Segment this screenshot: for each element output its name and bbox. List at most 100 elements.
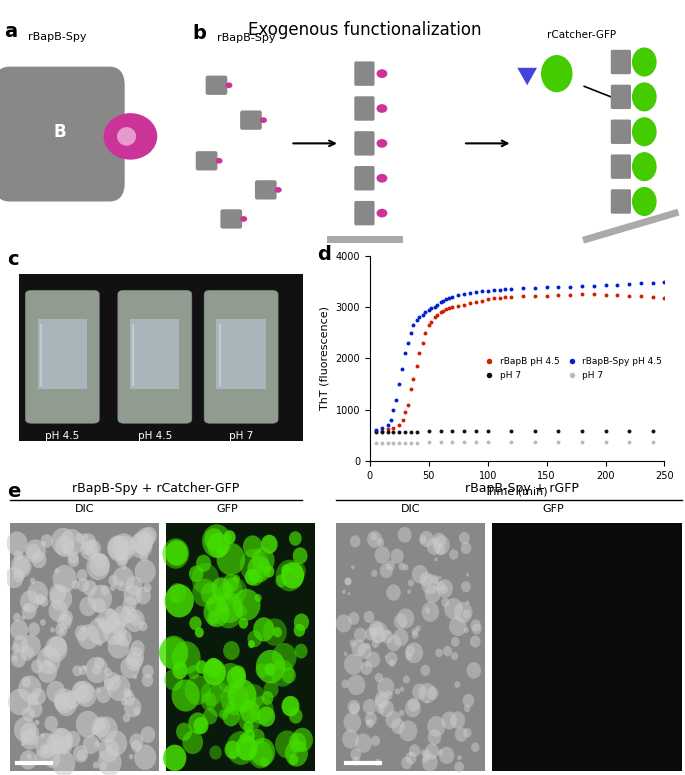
Circle shape — [425, 584, 440, 603]
Circle shape — [632, 82, 657, 112]
Circle shape — [366, 719, 374, 728]
Circle shape — [108, 575, 119, 586]
Circle shape — [264, 681, 279, 698]
Circle shape — [42, 541, 46, 546]
FancyBboxPatch shape — [130, 319, 179, 389]
FancyBboxPatch shape — [611, 84, 631, 109]
Circle shape — [20, 645, 34, 661]
Circle shape — [53, 688, 75, 713]
Circle shape — [273, 627, 282, 637]
Circle shape — [343, 712, 361, 732]
Point — [541, 281, 552, 293]
Circle shape — [252, 547, 275, 574]
Circle shape — [59, 629, 64, 635]
Circle shape — [47, 681, 65, 702]
Point — [382, 436, 393, 449]
Circle shape — [375, 546, 390, 563]
FancyBboxPatch shape — [611, 154, 631, 179]
Circle shape — [126, 610, 134, 618]
FancyBboxPatch shape — [240, 111, 262, 129]
Circle shape — [118, 580, 124, 587]
Point — [412, 425, 423, 438]
Circle shape — [40, 534, 53, 548]
Circle shape — [27, 544, 40, 560]
Circle shape — [341, 680, 349, 688]
Circle shape — [95, 717, 118, 742]
Circle shape — [282, 696, 299, 716]
Point — [376, 426, 387, 439]
Point — [647, 277, 658, 289]
Circle shape — [113, 630, 125, 645]
Point — [425, 316, 436, 329]
Circle shape — [100, 585, 109, 595]
Point — [423, 304, 434, 316]
FancyBboxPatch shape — [118, 291, 192, 423]
Text: DIC: DIC — [75, 504, 95, 514]
Circle shape — [211, 577, 232, 601]
Circle shape — [60, 588, 64, 594]
Circle shape — [365, 663, 368, 666]
Circle shape — [45, 636, 68, 662]
Circle shape — [347, 592, 350, 595]
Circle shape — [375, 691, 389, 708]
Point — [423, 319, 434, 331]
Circle shape — [399, 720, 417, 742]
Circle shape — [423, 749, 431, 759]
Circle shape — [86, 553, 110, 580]
Circle shape — [255, 594, 262, 602]
Circle shape — [142, 673, 153, 687]
Point — [518, 290, 529, 302]
Point — [432, 298, 443, 311]
Circle shape — [130, 532, 153, 559]
Point — [371, 424, 382, 436]
Circle shape — [216, 545, 226, 556]
Legend: rBapB pH 4.5, pH 7, rBapB-Spy pH 4.5, pH 7: rBapB pH 4.5, pH 7, rBapB-Spy pH 4.5, pH… — [477, 354, 666, 384]
FancyBboxPatch shape — [25, 291, 99, 423]
Circle shape — [164, 584, 194, 618]
Circle shape — [227, 666, 246, 689]
Circle shape — [245, 569, 260, 585]
Circle shape — [351, 565, 355, 570]
Circle shape — [108, 536, 129, 560]
Circle shape — [68, 554, 79, 567]
Circle shape — [91, 727, 99, 735]
Circle shape — [76, 684, 97, 707]
Circle shape — [121, 656, 140, 679]
Circle shape — [108, 634, 129, 659]
Ellipse shape — [260, 117, 267, 123]
Circle shape — [37, 647, 61, 674]
Circle shape — [419, 531, 434, 547]
Circle shape — [440, 584, 448, 594]
Circle shape — [95, 687, 101, 694]
Point — [406, 425, 416, 438]
Circle shape — [364, 611, 374, 623]
Circle shape — [162, 538, 189, 569]
Circle shape — [50, 586, 72, 611]
Text: B: B — [53, 122, 66, 141]
Point — [494, 291, 505, 304]
Circle shape — [188, 712, 208, 734]
Circle shape — [408, 580, 414, 587]
Circle shape — [229, 751, 237, 760]
Circle shape — [112, 533, 136, 561]
Circle shape — [129, 733, 144, 749]
Circle shape — [425, 608, 430, 614]
Point — [420, 306, 431, 319]
Circle shape — [421, 749, 426, 756]
Circle shape — [439, 746, 454, 764]
Circle shape — [223, 574, 239, 592]
Point — [453, 300, 464, 312]
Circle shape — [292, 547, 308, 564]
Circle shape — [472, 623, 482, 635]
Point — [400, 347, 411, 360]
Circle shape — [73, 745, 88, 763]
Circle shape — [454, 762, 464, 773]
Circle shape — [81, 627, 86, 632]
Circle shape — [253, 618, 275, 642]
Circle shape — [454, 602, 473, 623]
Point — [564, 288, 575, 301]
Circle shape — [240, 549, 269, 582]
Circle shape — [55, 536, 74, 557]
Circle shape — [217, 663, 244, 694]
Circle shape — [143, 583, 151, 592]
